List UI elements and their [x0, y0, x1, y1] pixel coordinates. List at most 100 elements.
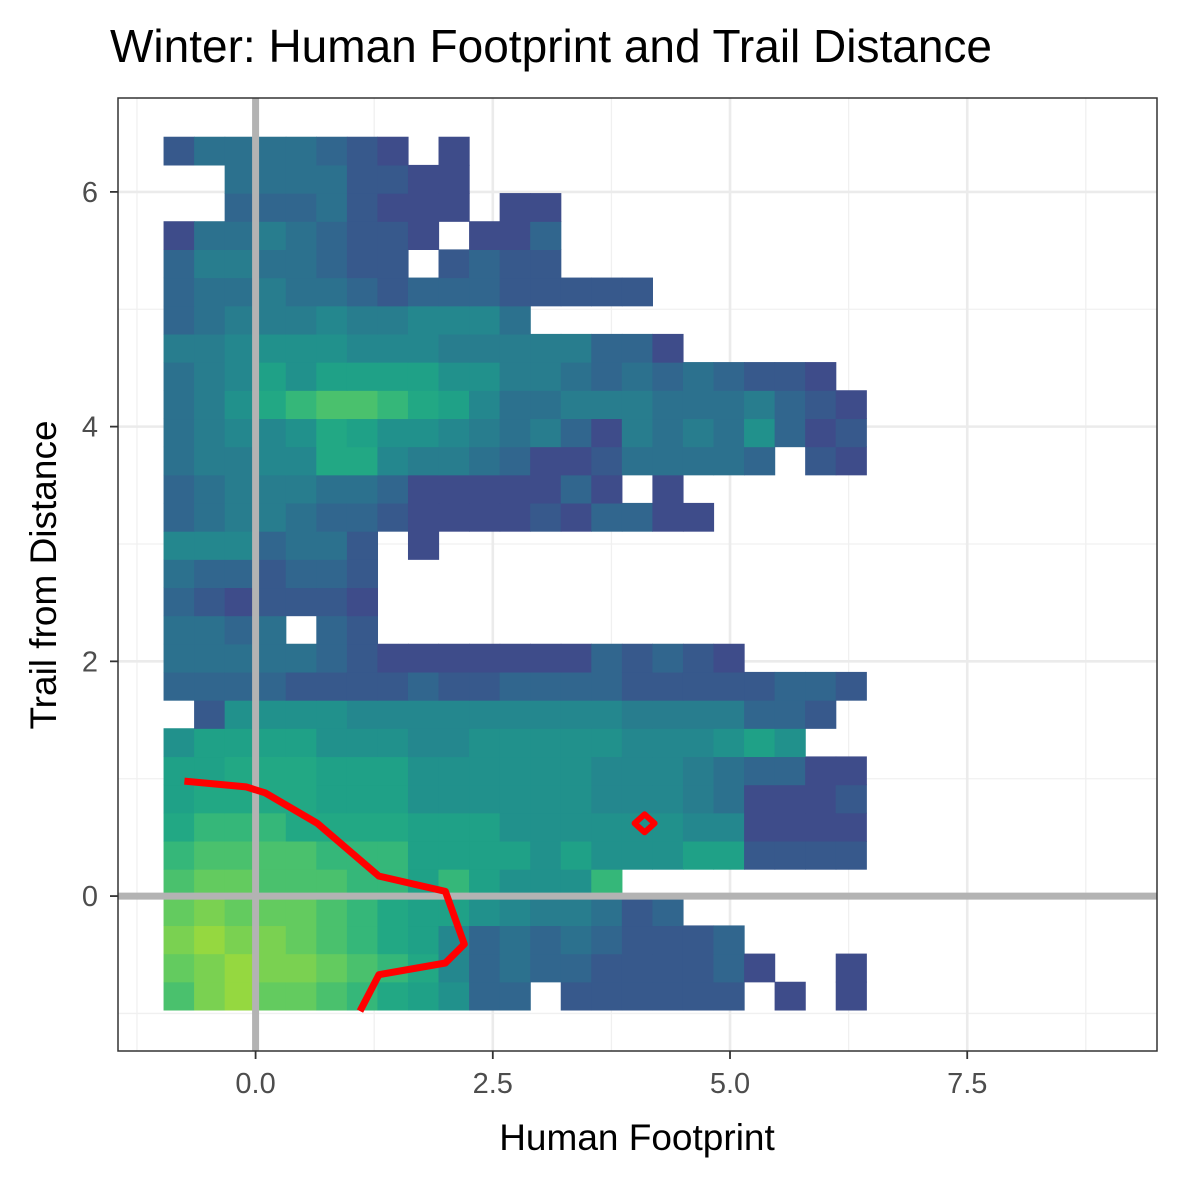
heatmap-tile: [255, 981, 287, 1011]
heatmap-tile: [163, 981, 195, 1011]
heatmap-tile: [194, 249, 226, 279]
heatmap-tile: [255, 953, 287, 983]
heatmap-tile: [774, 728, 806, 758]
heatmap-tile: [224, 502, 256, 532]
heatmap-tile: [682, 784, 715, 814]
heatmap-tile: [255, 136, 287, 166]
heatmap-tile: [255, 193, 287, 222]
y-tick-label: 4: [82, 412, 98, 444]
heatmap-tile: [194, 136, 226, 166]
heatmap-tile: [805, 840, 837, 870]
heatmap-tile: [285, 333, 317, 363]
heatmap-tile: [530, 728, 562, 758]
heatmap-tile: [744, 756, 776, 786]
heatmap-tile: [285, 418, 317, 448]
heatmap-tile: [224, 728, 256, 758]
heatmap-tile: [469, 840, 501, 870]
heatmap-tile: [560, 728, 592, 758]
heatmap-tile: [224, 333, 256, 363]
heatmap-tile: [194, 953, 226, 983]
heatmap-tile: [682, 502, 715, 532]
heatmap-tile: [224, 362, 256, 391]
heatmap-tile: [194, 390, 226, 420]
heatmap-tile: [224, 812, 256, 842]
heatmap-tile: [530, 643, 562, 673]
heatmap-tile: [652, 333, 684, 363]
heatmap-tile: [744, 700, 776, 729]
heatmap-tile: [530, 756, 562, 786]
heatmap-tile: [438, 333, 470, 363]
heatmap-tile: [316, 587, 348, 617]
heatmap-tile: [407, 502, 440, 532]
density-contour-line: [184, 777, 468, 1013]
heatmap-tile: [652, 700, 684, 729]
heatmap-tile: [224, 587, 256, 617]
heatmap-tile: [346, 728, 379, 758]
heatmap-tile: [530, 249, 562, 279]
heatmap-tile: [285, 756, 317, 786]
heatmap-tile: [316, 615, 348, 645]
heatmap-tile: [560, 333, 592, 363]
heatmap-tile: [530, 418, 562, 448]
heatmap-tile: [713, 756, 745, 786]
heatmap-tile: [255, 700, 287, 729]
heatmap-tile: [316, 756, 348, 786]
heatmap-tile: [407, 193, 440, 222]
heatmap-tile: [255, 418, 287, 448]
heatmap-tile: [560, 700, 592, 729]
heatmap-tile: [591, 812, 623, 842]
heatmap-tile: [224, 305, 256, 335]
x-tick-label: 7.5: [947, 1068, 987, 1100]
heatmap-tile: [346, 446, 379, 476]
heatmap-tile: [377, 305, 409, 335]
heatmap-tile: [560, 502, 592, 532]
heatmap-tile: [591, 446, 623, 476]
heatmap-tile: [224, 164, 256, 194]
heatmap-tile: [255, 333, 287, 363]
heatmap-tile: [499, 812, 531, 842]
x-axis-title: Human Footprint: [499, 1117, 775, 1158]
heatmap-tile: [346, 559, 379, 589]
heatmap-tile: [377, 418, 409, 448]
x-tick-label: 5.0: [710, 1068, 750, 1100]
heatmap-tile: [163, 136, 195, 166]
heatmap-tile: [377, 925, 409, 955]
heatmap-tile: [377, 277, 409, 307]
heatmap-tile: [469, 812, 501, 842]
heatmap-tile: [285, 953, 317, 983]
heatmap-tile: [163, 587, 195, 617]
heatmap-tile: [346, 474, 379, 504]
heatmap-tile: [224, 390, 256, 420]
y-axis-title: Trail from Distance: [23, 420, 64, 729]
heatmap-tile: [407, 671, 440, 701]
heatmap-tile: [163, 897, 195, 927]
density-contours: [184, 777, 658, 1013]
heatmap-tile: [652, 362, 684, 391]
heatmap-tile: [407, 700, 440, 729]
heatmap-tile: [591, 925, 623, 955]
heatmap-tile: [407, 840, 440, 870]
heatmap-tile: [774, 840, 806, 870]
heatmap-tile: [621, 756, 653, 786]
heatmap-tile: [469, 784, 501, 814]
heatmap-tile: [774, 390, 806, 420]
heatmap-tile: [255, 390, 287, 420]
heatmap-tile: [713, 925, 745, 955]
heatmap-tile: [713, 981, 745, 1011]
heatmap-tile: [621, 446, 653, 476]
heatmap-tile: [194, 277, 226, 307]
heatmap-tile: [744, 418, 776, 448]
heatmap-tile: [499, 784, 531, 814]
heatmap-tile: [346, 193, 379, 222]
heatmap-tile: [255, 615, 287, 645]
heatmap-tile: [530, 362, 562, 391]
heatmap-tile: [560, 671, 592, 701]
heatmap-tile: [499, 249, 531, 279]
density-contour-ring: [631, 811, 658, 836]
heatmap-tile: [621, 728, 653, 758]
heatmap-tile: [621, 925, 653, 955]
heatmap-tile: [194, 474, 226, 504]
heatmap-tile: [469, 446, 501, 476]
heatmap-tile: [530, 953, 562, 983]
heatmap-tile: [805, 812, 837, 842]
